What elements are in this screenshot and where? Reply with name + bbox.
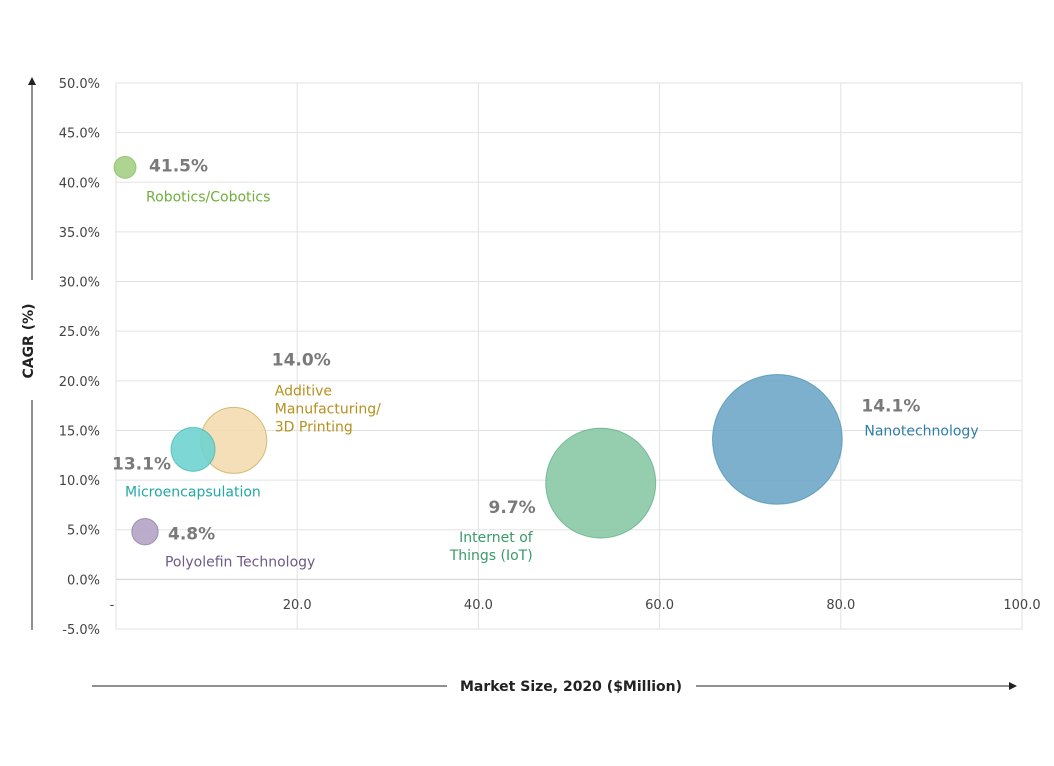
y-tick-label: 45.0% (59, 127, 100, 142)
y-tick-label: -5.0% (62, 623, 100, 638)
bubble-category-label: Microencapsulation (125, 484, 261, 500)
y-tick-label: 35.0% (59, 226, 100, 241)
x-tick-label: - (110, 598, 115, 613)
bubble-category-label: Manufacturing/ (275, 401, 381, 417)
bubble-value-label: 4.8% (168, 525, 215, 545)
bubble-category-label: 3D Printing (275, 419, 353, 435)
x-tick-label: 80.0 (826, 598, 855, 613)
plot-area-frame (115, 82, 1023, 630)
bubble-robotics-cobotics[interactable] (113, 155, 137, 179)
y-tick-label: 40.0% (59, 176, 100, 191)
x-tick-label: 20.0 (283, 598, 312, 613)
bubbles (113, 155, 843, 546)
y-tick-label: 5.0% (67, 524, 100, 539)
x-tick-label: 40.0 (464, 598, 493, 613)
y-tick-label: 20.0% (59, 375, 100, 390)
bubble-internet-of-things-iot[interactable] (545, 427, 657, 539)
bubble-nanotechnology[interactable] (711, 373, 843, 505)
y-tick-label: 25.0% (59, 325, 100, 340)
bubble-value-label: 9.7% (489, 498, 536, 518)
grid-lines (116, 82, 1022, 630)
y-tick-label: 50.0% (59, 77, 100, 92)
bubble-polyolefin-technology[interactable] (131, 518, 159, 546)
y-tick-label: 0.0% (67, 573, 100, 588)
x-axis-title: Market Size, 2020 ($Million) (460, 679, 682, 695)
bubble-value-label: 13.1% (112, 454, 171, 474)
y-tick-label: 15.0% (59, 424, 100, 439)
y-tick-label: 30.0% (59, 276, 100, 291)
bubble-category-label: Robotics/Cobotics (146, 189, 270, 205)
x-tick-label: 60.0 (645, 598, 674, 613)
bubble-category-label: Polyolefin Technology (165, 555, 315, 571)
bubble-category-label: Nanotechnology (864, 423, 978, 439)
bubble-value-label: 14.0% (272, 350, 331, 370)
y-axis-title: CAGR (%) (21, 303, 37, 378)
y-axis-ticks: 50.0% 45.0% 40.0% 35.0% 30.0% 25.0% 20.0% 15.0%… (59, 77, 100, 638)
x-axis-ticks: - 20.0 40.0 60.0 80.0 100.0 (110, 598, 1041, 613)
bubble-value-label: 41.5% (149, 156, 208, 176)
bubble-category-label: Additive (275, 383, 332, 399)
bubble-category-label: Things (IoT) (449, 548, 533, 564)
y-tick-label: 10.0% (59, 474, 100, 489)
bubble-microencapsulation[interactable] (170, 426, 216, 472)
bubble-labels: 41.5% Robotics/Cobotics 14.0% Additive Manuf… (112, 156, 979, 570)
x-tick-label: 100.0 (1003, 598, 1040, 613)
bubble-value-label: 14.1% (861, 396, 920, 416)
bubble-category-label: Internet of (459, 530, 534, 546)
